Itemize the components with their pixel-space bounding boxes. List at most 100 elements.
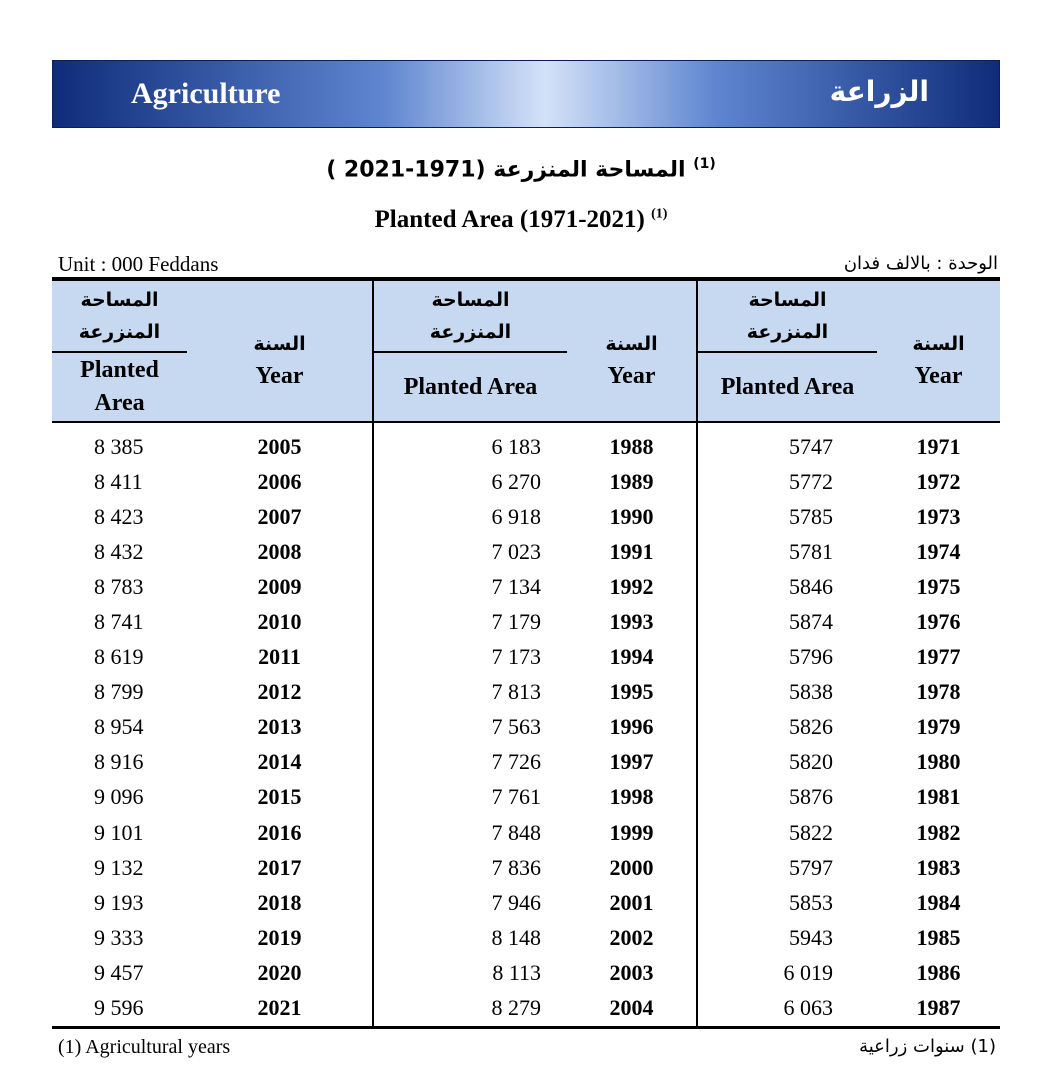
cell-area: 8 148 (372, 920, 567, 956)
cell-area: 7 173 (372, 639, 567, 675)
cell-area: 6 183 (372, 422, 567, 465)
cell-year: 1996 (609, 714, 654, 740)
table-row: 8 916 2014 7 726 1997 5820 1980 (52, 744, 1000, 780)
table-row: 8 432 2008 7 023 1991 5781 1974 (52, 534, 1000, 570)
cell-area: 5838 (696, 674, 877, 710)
header-area-ar-3: المساحة المنزرعة (696, 279, 877, 353)
header-area-en-1: Planted Area (52, 352, 187, 423)
cell-area: 5822 (696, 815, 877, 851)
cell-year: 1989 (609, 468, 654, 494)
cell-year: 2010 (257, 609, 302, 635)
cell-year: 1985 (916, 924, 961, 950)
cell-year: 1988 (609, 433, 654, 459)
section-banner: Agriculture الزراعة (52, 60, 1000, 128)
table-row: 9 333 2019 8 148 2002 5943 1985 (52, 920, 1000, 956)
cell-area: 9 193 (94, 889, 144, 915)
cell-area: 6 270 (372, 464, 567, 500)
cell-year: 1974 (916, 538, 961, 564)
cell-area: 8 741 (94, 609, 144, 635)
cell-year: 1980 (916, 749, 961, 775)
title-en-text: Planted Area (1971-2021) (374, 206, 645, 233)
cell-area: 6 918 (372, 499, 567, 535)
cell-year: 1994 (609, 644, 654, 670)
header-area-en-2: Planted Area (372, 352, 567, 423)
cell-year: 1978 (916, 679, 961, 705)
banner-title-en: Agriculture (131, 77, 281, 110)
footnote-en: (1) Agricultural years (58, 1036, 231, 1058)
cell-year: 2020 (257, 959, 302, 985)
cell-area: 7 836 (372, 850, 567, 886)
banner-title-ar: الزراعة (829, 75, 929, 108)
cell-area: 5876 (696, 779, 877, 816)
header-area-ar-2: المساحة المنزرعة (372, 279, 567, 353)
cell-year: 2003 (609, 959, 654, 985)
table-row: 9 596 2021 8 279 2004 6 063 1987 (52, 990, 1000, 1028)
header-year-3: السنة Year (877, 279, 1000, 423)
cell-year: 2005 (257, 433, 302, 459)
header-year-1: السنة Year (187, 279, 373, 423)
cell-area: 7 848 (372, 815, 567, 851)
cell-area: 5853 (696, 885, 877, 921)
cell-year: 1995 (609, 679, 654, 705)
planted-area-table: المساحة المنزرعة السنة Year المساحة المن… (52, 277, 1000, 1029)
table-title-ar: (1) المساحة المنزرعة (1971-2021 ) (0, 156, 1042, 182)
cell-area: 8 954 (94, 714, 144, 740)
cell-year: 1986 (916, 959, 961, 985)
cell-year: 1975 (916, 573, 961, 599)
cell-year: 1976 (916, 609, 961, 635)
cell-year: 1992 (609, 573, 654, 599)
cell-area: 7 563 (372, 709, 567, 745)
cell-year: 2000 (609, 854, 654, 880)
cell-year: 1981 (916, 784, 961, 810)
table-body: 8 385 2005 6 183 1988 5747 1971 8 411 2006 6 270… (52, 422, 1000, 1028)
cell-year: 1982 (916, 819, 961, 845)
title-ar-text: المساحة المنزرعة (1971-2021 ) (326, 157, 686, 183)
header-year-2: السنة Year (567, 279, 697, 423)
table-row: 8 799 2012 7 813 1995 5838 1978 (52, 674, 1000, 710)
cell-area: 8 916 (94, 749, 144, 775)
table-row: 8 385 2005 6 183 1988 5747 1971 (52, 422, 1000, 465)
cell-year: 1979 (916, 714, 961, 740)
cell-area: 5820 (696, 744, 877, 780)
cell-area: 5943 (696, 920, 877, 956)
cell-year: 2002 (609, 924, 654, 950)
cell-year: 2001 (609, 889, 654, 915)
cell-area: 8 432 (94, 538, 144, 564)
cell-year: 2013 (257, 714, 302, 740)
cell-area: 5796 (696, 639, 877, 675)
cell-year: 2016 (257, 819, 302, 845)
table-row: 8 741 2010 7 179 1993 5874 1976 (52, 604, 1000, 640)
cell-year: 2014 (257, 749, 302, 775)
cell-area: 6 063 (696, 990, 877, 1028)
table-row: 9 132 2017 7 836 2000 5797 1983 (52, 850, 1000, 886)
cell-area: 5785 (696, 499, 877, 535)
table-row: 9 193 2018 7 946 2001 5853 1984 (52, 885, 1000, 921)
title-ar-note-ref: (1) (693, 156, 716, 172)
table-row: 9 457 2020 8 113 2003 6 019 1986 (52, 955, 1000, 991)
cell-area: 8 783 (94, 573, 144, 599)
cell-year: 1993 (609, 609, 654, 635)
table-row: 8 423 2007 6 918 1990 5785 1973 (52, 499, 1000, 535)
unit-label-en: Unit : 000 Feddans (58, 252, 219, 276)
table-row: 8 954 2013 7 563 1996 5826 1979 (52, 709, 1000, 745)
cell-area: 8 279 (372, 990, 567, 1028)
cell-year: 1990 (609, 503, 654, 529)
cell-year: 1991 (609, 538, 654, 564)
cell-year: 2006 (257, 468, 302, 494)
cell-area: 9 101 (94, 819, 144, 845)
cell-area: 7 726 (372, 744, 567, 780)
cell-year: 1977 (916, 644, 961, 670)
header-area-en-3: Planted Area (696, 352, 877, 423)
cell-year: 1997 (609, 749, 654, 775)
cell-area: 5781 (696, 534, 877, 570)
cell-area: 5874 (696, 604, 877, 640)
cell-area: 7 813 (372, 674, 567, 710)
cell-year: 2015 (257, 784, 302, 810)
cell-area: 9 333 (94, 924, 144, 950)
cell-year: 2004 (609, 995, 654, 1021)
table-row: 9 101 2016 7 848 1999 5822 1982 (52, 815, 1000, 851)
cell-area: 9 596 (94, 995, 144, 1021)
cell-area: 8 411 (94, 468, 143, 494)
cell-area: 7 023 (372, 534, 567, 570)
cell-area: 5772 (696, 464, 877, 500)
